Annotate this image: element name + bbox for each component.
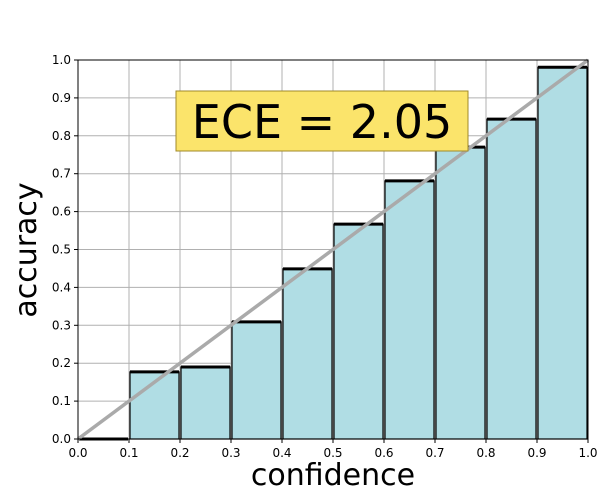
bar [231,321,282,440]
x-tick-label: 0.8 [476,446,495,460]
bar [435,146,486,440]
diagonal [76,58,590,441]
bar [384,180,435,440]
y-tick-label: 1.0 [52,53,71,67]
y-tick-label: 0.1 [52,394,71,408]
x-tick-label: 0.9 [527,446,546,460]
x-tick-label: 0.0 [68,446,87,460]
plot-frame [77,59,589,440]
x-tick-label: 1.0 [578,446,597,460]
annotation-box [175,90,469,152]
y-tick-label: 0.9 [52,91,71,105]
y-tick-label: 0.0 [52,432,71,446]
y-tick-label: 0.5 [52,243,71,257]
bar [537,66,588,440]
x-tick-label: 0.6 [374,446,393,460]
x-tick-label: 0.1 [119,446,138,460]
bar [180,366,231,440]
x-axis-label: confidence [251,458,415,493]
x-tick-label: 0.5 [323,446,342,460]
y-tick-label: 0.4 [52,280,71,294]
x-tick-label: 0.3 [221,446,240,460]
y-tick-label: 0.2 [52,356,71,370]
bar [486,118,537,440]
x-tick-label: 0.7 [425,446,444,460]
y-tick-label: 0.7 [52,167,71,181]
annotation: ECE = 2.05 [192,95,452,149]
bar [333,223,384,440]
y-tick-label: 0.6 [52,205,71,219]
y-tick-label: 0.3 [52,318,71,332]
y-tick-label: 0.8 [52,129,71,143]
x-tick-label: 0.4 [272,446,291,460]
y-axis-label: accuracy [9,182,44,317]
x-tick-label: 0.2 [170,446,189,460]
bar [282,268,333,440]
